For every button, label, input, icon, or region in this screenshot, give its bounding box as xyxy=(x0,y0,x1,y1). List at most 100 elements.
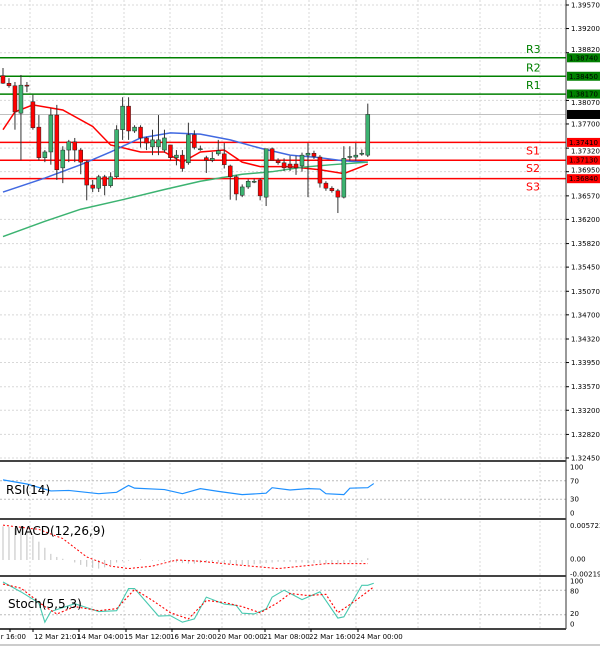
time-tick-label: 22 Mar 16:00 xyxy=(309,633,356,641)
candle-body xyxy=(108,176,113,186)
price-tick-label: 1.36200 xyxy=(571,216,600,224)
macd-tick-label: 0.005723 xyxy=(570,522,600,530)
price-tick-label: 1.36950 xyxy=(571,167,600,175)
price-tick-label: 1.34320 xyxy=(571,336,600,344)
candle-body xyxy=(90,184,95,189)
candle-body xyxy=(245,180,251,188)
candle xyxy=(275,158,281,165)
candle xyxy=(239,184,245,198)
candle xyxy=(132,125,137,133)
candle-body xyxy=(192,134,197,148)
candle xyxy=(192,130,197,150)
rsi-tick-label: 30 xyxy=(570,496,579,504)
candle xyxy=(359,149,365,156)
moving-average-line xyxy=(2,104,369,175)
stoch-tick-label: 20 xyxy=(570,610,579,618)
candle xyxy=(102,174,107,196)
macd-title: MACD(12,26,9) xyxy=(14,524,105,538)
price-tick-label: 1.35070 xyxy=(571,288,600,296)
candle-body xyxy=(287,163,293,169)
candle xyxy=(335,188,341,214)
candle-body xyxy=(216,150,221,155)
price-tick-label: 1.34700 xyxy=(571,311,600,319)
candle-body xyxy=(144,137,149,144)
candle xyxy=(144,136,149,151)
candle xyxy=(12,81,18,130)
current-price-box xyxy=(567,109,600,119)
price-tick-label: 1.38820 xyxy=(571,46,600,54)
stoch-tick-label: 80 xyxy=(570,588,579,596)
candle-body xyxy=(353,154,359,158)
candle xyxy=(233,174,239,201)
candle-body xyxy=(72,141,78,151)
rsi-title: RSI(14) xyxy=(6,483,50,497)
candle-body xyxy=(114,129,119,178)
candle xyxy=(108,172,113,188)
candle xyxy=(24,81,30,93)
candle xyxy=(222,143,227,169)
time-tick-label: 24 Mar 00:00 xyxy=(356,633,403,641)
price-tick-label: 1.37700 xyxy=(571,120,600,128)
level-label-s1: S1 xyxy=(526,144,540,157)
candle-body xyxy=(227,165,233,178)
candle xyxy=(245,179,251,189)
rsi-line xyxy=(2,479,375,496)
candle-body xyxy=(120,105,125,130)
candle-body xyxy=(96,176,101,189)
candle-body xyxy=(317,156,323,184)
candle-body xyxy=(335,190,341,198)
candle xyxy=(114,125,119,179)
candle xyxy=(257,178,263,201)
stoch-title: Stoch(5,5,3) xyxy=(8,597,82,611)
candle xyxy=(299,152,305,172)
price-tick-label: 1.38070 xyxy=(571,99,600,107)
candle xyxy=(204,155,209,173)
price-tick-label: 1.32450 xyxy=(571,454,600,462)
candle-body xyxy=(0,75,6,84)
candle-body xyxy=(257,179,263,197)
candle xyxy=(198,145,203,151)
candle-body xyxy=(275,159,281,164)
candle-body xyxy=(102,176,107,186)
candle xyxy=(323,181,329,191)
candle-body xyxy=(54,114,60,171)
candle xyxy=(66,139,72,163)
candle xyxy=(353,143,359,161)
candle-body xyxy=(138,126,143,139)
candle xyxy=(84,160,89,201)
level-label-s3: S3 xyxy=(526,181,540,194)
current-price-label: 1.37849 xyxy=(569,111,598,119)
candle-body xyxy=(222,153,227,165)
level-price-label: 1.38450 xyxy=(569,73,598,81)
candle xyxy=(216,139,221,156)
stoch-main-line xyxy=(2,581,374,624)
candle xyxy=(48,108,54,165)
level-label-r1: R1 xyxy=(526,79,541,92)
candle-body xyxy=(233,176,239,195)
candle-body xyxy=(36,126,42,158)
rsi-tick-label: 100 xyxy=(570,464,583,472)
price-tick-label: 1.33570 xyxy=(571,383,600,391)
price-tick-label: 1.33200 xyxy=(571,407,600,415)
candle xyxy=(150,129,155,156)
indicator-panels xyxy=(0,479,566,624)
candle xyxy=(210,151,215,163)
candle-body xyxy=(42,151,48,158)
candle xyxy=(269,147,275,161)
candle-body xyxy=(132,126,137,132)
candle-body xyxy=(12,85,18,113)
stoch-tick-label: 100 xyxy=(570,578,583,586)
candle-body xyxy=(174,154,179,158)
candle-body xyxy=(186,134,191,164)
candle-body xyxy=(359,152,365,155)
candle xyxy=(281,158,287,172)
rsi-tick-label: 0 xyxy=(570,510,574,518)
price-tick-label: 1.35820 xyxy=(571,240,600,248)
rsi-tick-label: 70 xyxy=(570,477,579,485)
candles xyxy=(0,67,371,214)
candle xyxy=(138,125,143,148)
candle xyxy=(180,150,185,172)
level-price-box xyxy=(567,53,600,63)
